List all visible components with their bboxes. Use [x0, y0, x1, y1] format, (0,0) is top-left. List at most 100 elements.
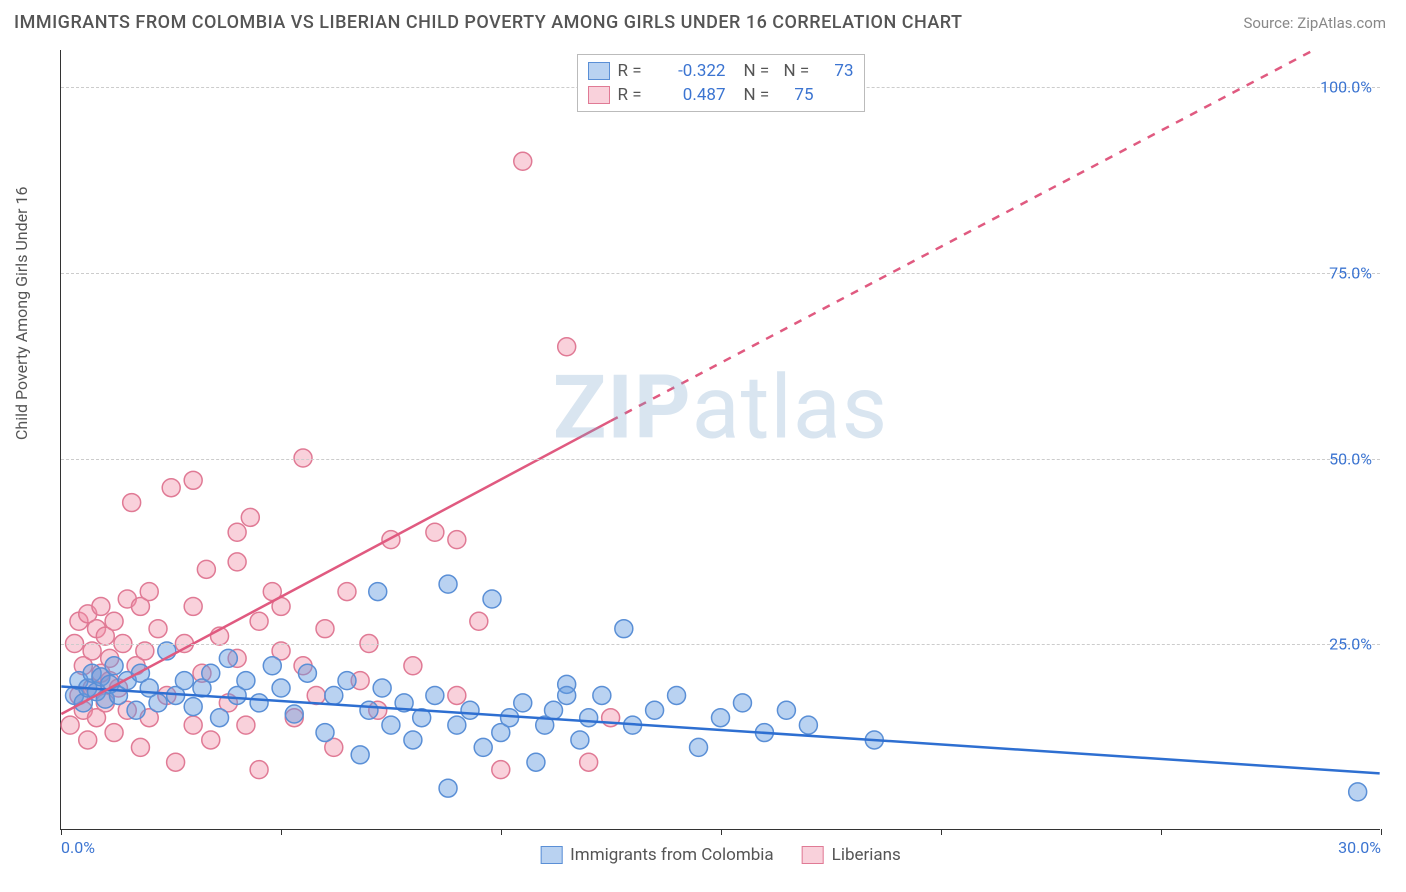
x-tick — [721, 829, 722, 835]
x-tick-label: 0.0% — [61, 838, 95, 857]
n-label-1: N = — [744, 85, 776, 105]
correlation-legend: R = -0.322 N = N = N = 73 R = 0.487 N = … — [577, 54, 865, 112]
n-value: 75 — [784, 85, 814, 105]
data-point — [646, 701, 664, 719]
data-point — [426, 686, 444, 704]
grid-line — [61, 273, 1380, 274]
data-point — [571, 731, 589, 749]
data-point — [733, 694, 751, 712]
data-point — [382, 531, 400, 549]
data-point — [131, 738, 149, 756]
x-tick — [1161, 829, 1162, 835]
data-point — [250, 761, 268, 779]
data-point — [527, 753, 545, 771]
data-point — [92, 597, 110, 615]
data-point — [338, 583, 356, 601]
trend-line — [61, 421, 610, 714]
data-point — [492, 761, 510, 779]
data-point — [228, 553, 246, 571]
data-point — [514, 152, 532, 170]
data-point — [514, 694, 532, 712]
chart-title: IMMIGRANTS FROM COLOMBIA VS LIBERIAN CHI… — [14, 12, 963, 33]
x-tick — [61, 829, 62, 835]
data-point — [1349, 783, 1367, 801]
data-point — [316, 620, 334, 638]
data-point — [338, 672, 356, 690]
series-legend: Immigrants from Colombia Liberians — [540, 845, 901, 865]
legend-item-pink: Liberians — [802, 845, 901, 865]
data-point — [615, 620, 633, 638]
y-axis-label: Child Poverty Among Girls Under 16 — [12, 186, 31, 440]
data-point — [272, 679, 290, 697]
data-point — [382, 716, 400, 734]
data-point — [105, 724, 123, 742]
data-point — [250, 612, 268, 630]
data-point — [404, 657, 422, 675]
x-tick — [941, 829, 942, 835]
n-label: N = — [744, 61, 776, 81]
legend-row-pink: R = 0.487 N = 75 — [588, 83, 854, 107]
data-point — [325, 686, 343, 704]
data-point — [470, 612, 488, 630]
data-point — [690, 738, 708, 756]
y-tick-label: 75.0% — [1329, 263, 1372, 282]
data-point — [237, 716, 255, 734]
data-point — [184, 716, 202, 734]
data-point — [298, 664, 316, 682]
swatch-pink — [802, 846, 824, 864]
data-point — [105, 612, 123, 630]
data-point — [237, 672, 255, 690]
y-tick-label: 100.0% — [1320, 78, 1372, 97]
x-tick — [501, 829, 502, 835]
swatch-pink — [588, 86, 610, 104]
data-point — [197, 560, 215, 578]
source-label: Source: — [1243, 14, 1297, 32]
swatch-blue — [540, 846, 562, 864]
data-point — [184, 597, 202, 615]
data-point — [61, 716, 79, 734]
data-point — [483, 590, 501, 608]
data-point — [474, 738, 492, 756]
r-label: R = — [618, 85, 650, 105]
n-label-0: N = — [784, 61, 816, 81]
data-point — [127, 701, 145, 719]
data-point — [184, 471, 202, 489]
data-point — [228, 523, 246, 541]
legend-item-blue: Immigrants from Colombia — [540, 845, 774, 865]
data-point — [439, 575, 457, 593]
data-point — [369, 583, 387, 601]
r-value: 0.487 — [658, 85, 726, 105]
r-value: -0.322 — [658, 61, 726, 81]
data-point — [426, 523, 444, 541]
data-point — [285, 705, 303, 723]
data-point — [202, 731, 220, 749]
grid-line — [61, 459, 1380, 460]
data-point — [777, 701, 795, 719]
data-point — [211, 709, 229, 727]
data-point — [448, 716, 466, 734]
data-point — [263, 657, 281, 675]
data-point — [184, 698, 202, 716]
data-point — [448, 531, 466, 549]
data-point — [149, 620, 167, 638]
data-point — [439, 779, 457, 797]
data-point — [448, 686, 466, 704]
source-value: ZipAtlas.com — [1297, 14, 1386, 32]
data-point — [799, 716, 817, 734]
data-point — [202, 664, 220, 682]
data-point — [668, 686, 686, 704]
data-point — [373, 679, 391, 697]
data-point — [404, 731, 422, 749]
x-tick — [1381, 829, 1382, 835]
x-tick — [281, 829, 282, 835]
source-attribution: Source: ZipAtlas.com — [1243, 14, 1386, 32]
r-label: R = — [618, 61, 650, 81]
data-point — [250, 694, 268, 712]
plot-area: ZIPatlas R = -0.322 N = N = N = 73 R = 0… — [60, 50, 1380, 830]
data-point — [241, 508, 259, 526]
y-tick-label: 50.0% — [1329, 449, 1372, 468]
data-point — [351, 746, 369, 764]
grid-line — [61, 644, 1380, 645]
x-tick-label: 30.0% — [1338, 838, 1381, 857]
legend-row-blue: R = -0.322 N = N = N = 73 — [588, 59, 854, 83]
